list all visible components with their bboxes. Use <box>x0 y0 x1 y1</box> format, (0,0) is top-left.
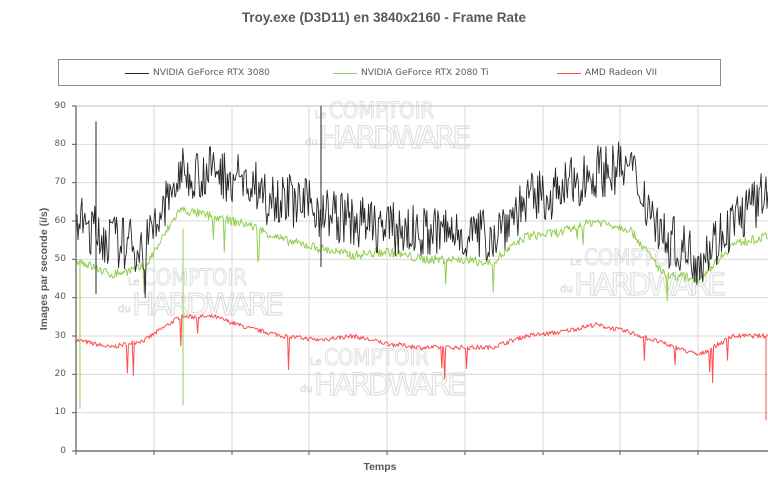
svg-text:Le: Le <box>310 357 322 368</box>
svg-text:du: du <box>118 304 131 315</box>
y-tick-label: 90 <box>54 101 66 111</box>
y-tick-label: 70 <box>54 177 66 187</box>
y-tick-label: 60 <box>54 216 66 226</box>
chart-title: Troy.exe (D3D11) en 3840x2160 - Frame Ra… <box>241 10 527 25</box>
svg-text:COMPTOIR: COMPTOIR <box>329 99 434 124</box>
y-tick-label: 80 <box>54 139 66 149</box>
x-axis-label: Temps <box>363 461 397 473</box>
svg-text:du: du <box>300 384 313 395</box>
svg-text:HARDWARE: HARDWARE <box>132 288 284 323</box>
svg-text:Le: Le <box>570 257 582 268</box>
svg-text:du: du <box>305 137 318 148</box>
legend-swatch-icon <box>557 72 581 74</box>
legend-label: NVIDIA GeForce RTX 2080 Ti <box>361 68 489 78</box>
legend-item-rtx3080: NVIDIA GeForce RTX 3080 <box>125 67 270 79</box>
series-line-2 <box>75 314 768 384</box>
series-line-0 <box>75 141 768 299</box>
legend-item-rtx2080ti: NVIDIA GeForce RTX 2080 Ti <box>333 67 488 79</box>
axes-lines <box>72 105 768 455</box>
chart-legend: NVIDIA GeForce RTX 3080 NVIDIA GeForce R… <box>58 59 721 86</box>
legend-label: AMD Radeon VII <box>585 68 658 78</box>
watermark: LeCOMPTOIRduHARDWARELeCOMPTOIRduHARDWARE… <box>118 99 727 404</box>
legend-item-radeon-vii: AMD Radeon VII <box>557 67 657 79</box>
svg-text:du: du <box>560 284 573 295</box>
y-tick-label: 10 <box>54 407 66 417</box>
svg-text:Le: Le <box>128 277 140 288</box>
y-tick-label: 50 <box>54 254 66 264</box>
y-tick-label: 0 <box>60 446 66 456</box>
legend-label: NVIDIA GeForce RTX 3080 <box>153 68 270 78</box>
svg-text:HARDWARE: HARDWARE <box>314 368 466 403</box>
svg-text:COMPTOIR: COMPTOIR <box>142 266 247 291</box>
svg-text:HARDWARE: HARDWARE <box>319 121 471 156</box>
y-tick-label: 20 <box>54 369 66 379</box>
svg-text:COMPTOIR: COMPTOIR <box>324 346 429 371</box>
series-line-1 <box>75 206 768 302</box>
legend-swatch-icon <box>125 72 149 74</box>
y-tick-label: 30 <box>54 331 66 341</box>
svg-text:COMPTOIR: COMPTOIR <box>584 246 689 271</box>
y-tick-label: 40 <box>54 292 66 302</box>
svg-text:HARDWARE: HARDWARE <box>574 268 726 303</box>
data-series <box>75 106 768 421</box>
legend-swatch-icon <box>333 72 357 74</box>
